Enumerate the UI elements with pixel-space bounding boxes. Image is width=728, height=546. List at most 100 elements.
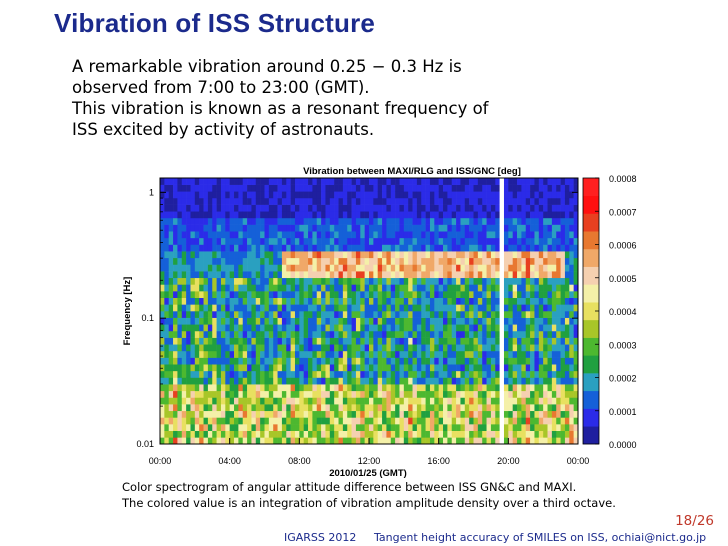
heatmap-cell — [329, 377, 335, 385]
heatmap-cell — [168, 377, 174, 385]
heatmap-cell — [308, 191, 313, 199]
heatmap-cell — [395, 291, 400, 298]
heatmap-cell — [438, 178, 444, 185]
heatmap-cell — [443, 404, 448, 412]
heatmap-cell — [573, 264, 579, 272]
heatmap-cell — [247, 317, 252, 325]
heatmap-cell — [525, 237, 531, 245]
heatmap-cell — [312, 184, 318, 192]
heatmap-cell — [408, 390, 413, 398]
heatmap-cell — [386, 197, 392, 205]
heatmap-cell — [273, 178, 278, 185]
heatmap-cell — [377, 264, 383, 272]
heatmap-cell — [338, 364, 344, 372]
heatmap-cell — [390, 237, 396, 245]
heatmap-cell — [220, 304, 226, 312]
heatmap-cell — [181, 417, 187, 425]
heatmap-cell — [312, 304, 318, 312]
heatmap-cell — [456, 397, 461, 405]
heatmap-cell — [477, 424, 483, 431]
heatmap-cell — [355, 311, 361, 318]
heatmap-cell — [534, 330, 540, 338]
heatmap-cell — [242, 244, 248, 252]
heatmap-cell — [495, 317, 500, 325]
heatmap-cell — [408, 244, 413, 252]
heatmap-cell — [425, 197, 431, 205]
heatmap-cell — [560, 424, 566, 431]
heatmap-cell — [573, 237, 579, 245]
heatmap-cell — [525, 410, 531, 418]
heatmap-cell — [203, 430, 209, 438]
heatmap-cell — [416, 384, 422, 392]
heatmap-cell — [238, 437, 244, 445]
heatmap-cell — [421, 404, 426, 412]
heatmap-cell — [499, 337, 505, 345]
heatmap-cell — [443, 304, 448, 312]
heatmap-cell — [473, 344, 479, 352]
heatmap-cell — [490, 264, 496, 272]
heatmap-cell — [355, 244, 361, 252]
heatmap-cell — [312, 390, 318, 398]
heatmap-cell — [569, 184, 574, 192]
heatmap-cell — [347, 217, 352, 225]
heatmap-cell — [560, 357, 566, 365]
heatmap-cell — [538, 430, 544, 438]
heatmap-cell — [312, 317, 318, 325]
heatmap-cell — [369, 324, 374, 332]
heatmap-cell — [342, 284, 348, 292]
heatmap-cell — [277, 404, 283, 412]
heatmap-cell — [242, 231, 248, 239]
heatmap-cell — [569, 297, 574, 305]
heatmap-cell — [260, 430, 265, 438]
heatmap-cell — [347, 337, 352, 345]
heatmap-cell — [425, 324, 431, 332]
heatmap-cell — [386, 377, 392, 385]
heatmap-cell — [251, 324, 257, 332]
heatmap-cell — [569, 264, 574, 272]
heatmap-cell — [164, 237, 169, 245]
heatmap-cell — [268, 417, 274, 425]
heatmap-cell — [551, 271, 557, 279]
heatmap-cell — [247, 251, 252, 259]
heatmap-cell — [564, 437, 570, 445]
heatmap-cell — [181, 217, 187, 225]
heatmap-cell — [521, 204, 527, 212]
heatmap-cell — [229, 317, 235, 325]
heatmap-cell — [216, 257, 222, 265]
heatmap-cell — [530, 384, 535, 392]
heatmap-cell — [351, 404, 357, 412]
heatmap-cell — [242, 204, 248, 212]
heatmap-cell — [447, 184, 453, 192]
heatmap-cell — [425, 251, 431, 259]
heatmap-cell — [495, 344, 500, 352]
heatmap-cell — [186, 197, 191, 205]
heatmap-cell — [403, 357, 409, 365]
heatmap-cell — [373, 257, 378, 265]
heatmap-cell — [447, 437, 453, 445]
heatmap-cell — [477, 344, 483, 352]
heatmap-cell — [373, 357, 378, 365]
heatmap-cell — [360, 330, 365, 338]
heatmap-cell — [512, 284, 518, 292]
heatmap-cell — [225, 217, 230, 225]
heatmap-cell — [242, 377, 248, 385]
heatmap-cell — [247, 344, 252, 352]
heatmap-cell — [460, 291, 466, 298]
heatmap-cell — [173, 324, 178, 332]
heatmap-cell — [543, 178, 548, 185]
heatmap-cell — [534, 244, 540, 252]
heatmap-cell — [503, 271, 509, 279]
heatmap-cell — [517, 317, 522, 325]
heatmap-cell — [234, 437, 239, 445]
heatmap-cell — [281, 224, 287, 232]
heatmap-cell — [556, 178, 561, 185]
heatmap-cell — [490, 191, 496, 199]
heatmap-cell — [369, 211, 374, 219]
heatmap-cell — [456, 370, 461, 378]
heatmap-cell — [477, 277, 483, 285]
heatmap-cell — [543, 264, 548, 272]
heatmap-cell — [456, 184, 461, 192]
heatmap-cell — [199, 284, 204, 292]
heatmap-cell — [290, 264, 296, 272]
heatmap-cell — [255, 217, 261, 225]
